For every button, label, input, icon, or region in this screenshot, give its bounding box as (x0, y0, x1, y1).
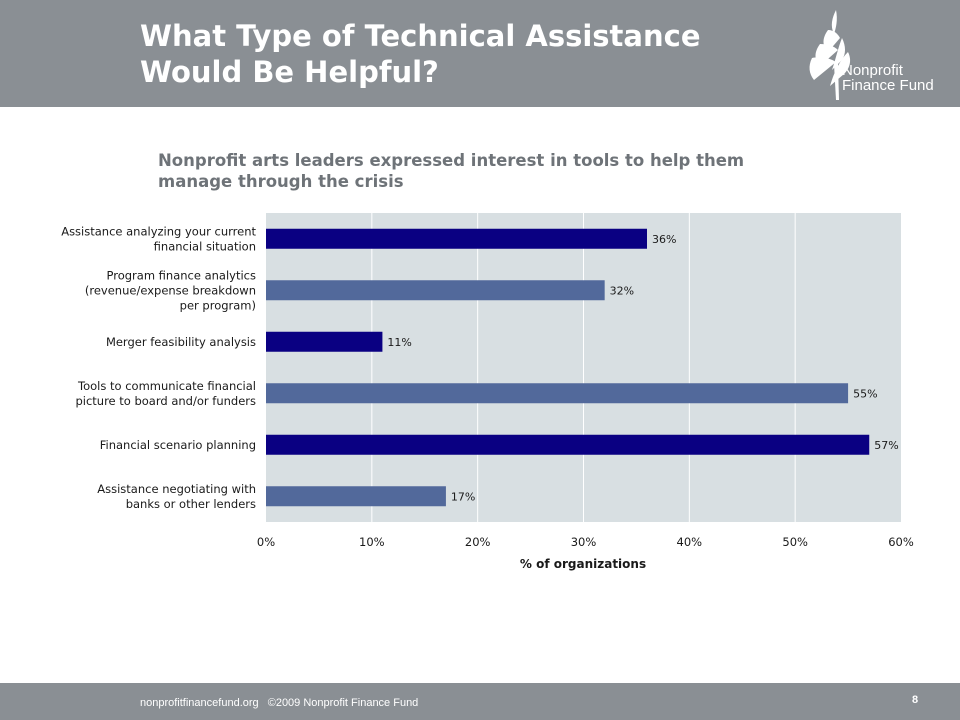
slide-title-line-1: What Type of Technical Assistance (140, 19, 701, 53)
data-label: 36% (652, 233, 676, 246)
logo-text: Nonprofit Finance Fund (842, 63, 934, 93)
data-label: 32% (610, 284, 634, 297)
category-label: Program finance analytics (revenue/expens… (85, 268, 256, 312)
bar (266, 228, 647, 249)
footer-copyright: ©2009 Nonprofit Finance Fund (267, 697, 419, 709)
leaf-logo-icon (809, 10, 851, 100)
data-label: 57% (874, 439, 898, 452)
x-tick-label: 20% (465, 535, 491, 549)
footer-website: nonprofitfinancefund.org (140, 697, 259, 709)
nonprofit-finance-fund-logo: Nonprofit Finance Fund (806, 8, 936, 100)
page-number: 8 (912, 694, 919, 706)
bar (266, 280, 605, 301)
x-tick-label: 40% (677, 535, 703, 549)
subtitle-line-2: manage through the crisis (158, 172, 404, 191)
slide-title: What Type of Technical Assistance Would … (140, 18, 780, 90)
footer-text: nonprofitfinancefund.org ©2009 Nonprofit… (140, 697, 424, 709)
x-tick-label: 0% (257, 535, 275, 549)
category-label: Merger feasibility analysis (106, 335, 256, 349)
data-label: 17% (451, 490, 475, 503)
x-tick-label: 50% (782, 535, 808, 549)
bar (266, 486, 446, 507)
bar (266, 383, 849, 404)
x-tick-label: 10% (359, 535, 385, 549)
category-label: Tools to communicate financial picture to… (75, 379, 256, 408)
footer-bar: nonprofitfinancefund.org ©2009 Nonprofit… (0, 683, 960, 720)
slide-title-line-2: Would Be Helpful? (140, 55, 439, 89)
category-label: Assistance negotiating with banks or othe… (97, 482, 256, 511)
bar (266, 434, 870, 455)
header-bar: What Type of Technical Assistance Would … (0, 0, 960, 107)
data-label: 11% (387, 336, 411, 349)
x-axis-title: % of organizations (520, 557, 646, 571)
x-tick-label: 60% (888, 535, 914, 549)
data-label: 55% (853, 387, 877, 400)
x-tick-label: 30% (571, 535, 597, 549)
category-label: Financial scenario planning (100, 438, 256, 452)
logo-text-line-2: Finance Fund (842, 77, 934, 94)
bar (266, 331, 383, 352)
bar-chart: 36% Assistance analyzing your current fina… (61, 213, 914, 571)
category-label: Assistance analyzing your current financi… (61, 224, 256, 253)
chart-subtitle: Nonprofit arts leaders expressed interes… (158, 150, 858, 192)
subtitle-line-1: Nonprofit arts leaders expressed interes… (158, 151, 745, 170)
logo-text-line-1: Nonprofit (842, 62, 903, 79)
